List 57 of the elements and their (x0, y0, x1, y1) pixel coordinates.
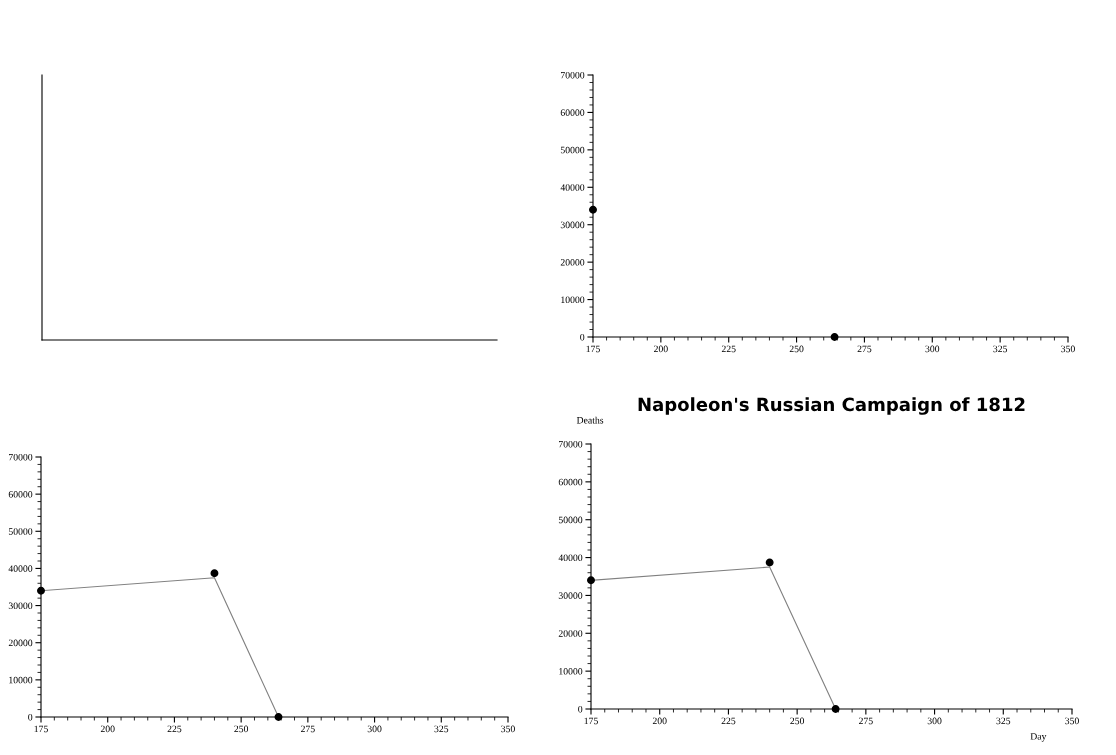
x-tick-label: 350 (501, 725, 515, 733)
x-tick-label: 200 (653, 345, 668, 353)
point (37, 586, 45, 595)
x-tick-label: 325 (996, 717, 1011, 725)
y-tick-label: 30000 (560, 221, 585, 229)
x-tick-label: 200 (652, 717, 667, 725)
x-tick-label: 300 (927, 717, 942, 725)
y-tick-label: 20000 (558, 630, 583, 637)
y-tick-label: 70000 (559, 440, 583, 448)
y-tick-label: 40000 (560, 184, 585, 191)
x-axis-title: Day (1030, 733, 1047, 742)
y-tick-label: 50000 (560, 146, 585, 154)
x-tick-label: 275 (858, 717, 873, 725)
point (587, 576, 595, 585)
y-tick-label: 70000 (561, 71, 585, 79)
y-tick-label: 20000 (560, 259, 585, 266)
x-tick-label: 325 (434, 725, 449, 733)
point (210, 569, 219, 578)
x-tick-label: 250 (790, 717, 805, 725)
x-tick-label: 225 (721, 717, 736, 725)
y-tick-label: 30000 (8, 602, 33, 610)
x-tick-label: 225 (167, 725, 182, 733)
x-tick-label: 300 (367, 725, 382, 733)
x-tick-label: 275 (857, 345, 872, 353)
y-tick-label: 30000 (558, 592, 583, 599)
y-tick-label: 10000 (559, 668, 583, 675)
x-tick-label: 200 (100, 725, 115, 733)
y-axis-title: Deaths (576, 416, 604, 424)
y-tick-label: 40000 (8, 565, 33, 572)
y-tick-label: 60000 (560, 109, 585, 116)
y-tick-label: 20000 (8, 639, 33, 647)
y-tick-label: 10000 (561, 296, 585, 304)
y-tick-label: 50000 (8, 528, 33, 535)
x-tick-label: 225 (721, 345, 736, 353)
y-tick-label: 0 (28, 713, 33, 721)
y-tick-label: 70000 (9, 453, 33, 461)
chart-title: Napoleon's Russian Campaign of 1812 (638, 397, 1025, 415)
point (765, 558, 774, 567)
x-tick-label: 300 (925, 345, 940, 353)
y-tick-label: 10000 (9, 676, 33, 684)
y-tick-label: 60000 (558, 478, 583, 486)
y-tick-label: 60000 (8, 491, 33, 498)
y-tick-label: 40000 (558, 554, 583, 562)
x-tick-label: 175 (586, 345, 600, 353)
y-tick-label: 0 (580, 333, 585, 341)
y-tick-label: 50000 (558, 516, 583, 524)
x-tick-label: 275 (300, 725, 315, 733)
y-tick-label: 0 (578, 705, 583, 713)
x-tick-label: 325 (993, 345, 1008, 353)
x-tick-label: 350 (1065, 717, 1079, 725)
x-tick-label: 250 (234, 725, 249, 733)
x-tick-label: 175 (34, 725, 48, 733)
x-tick-label: 350 (1061, 345, 1075, 353)
point (831, 705, 840, 713)
x-tick-label: 250 (789, 345, 804, 353)
point (274, 713, 283, 721)
x-tick-label: 175 (584, 717, 598, 725)
